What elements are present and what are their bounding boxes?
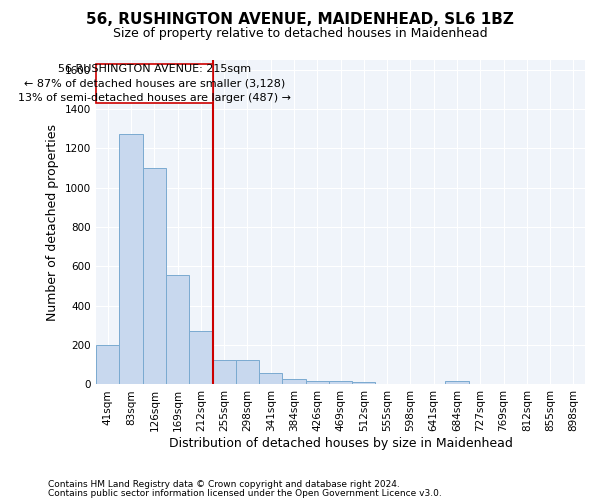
Text: 56 RUSHINGTON AVENUE: 215sqm
← 87% of detached houses are smaller (3,128)
13% of: 56 RUSHINGTON AVENUE: 215sqm ← 87% of de… (18, 64, 291, 104)
Bar (189, 332, 212, 384)
Bar (445, 380, 469, 384)
Bar (212, 360, 236, 384)
Bar (236, 360, 259, 384)
X-axis label: Distribution of detached houses by size in Maidenhead: Distribution of detached houses by size … (169, 437, 512, 450)
Bar (143, 168, 166, 384)
Y-axis label: Number of detached properties: Number of detached properties (46, 124, 59, 320)
FancyBboxPatch shape (96, 64, 212, 104)
Text: 56, RUSHINGTON AVENUE, MAIDENHEAD, SL6 1BZ: 56, RUSHINGTON AVENUE, MAIDENHEAD, SL6 1… (86, 12, 514, 28)
Text: Contains HM Land Registry data © Crown copyright and database right 2024.: Contains HM Land Registry data © Crown c… (48, 480, 400, 489)
Bar (259, 372, 283, 384)
Bar (329, 380, 352, 384)
Bar (96, 345, 119, 385)
Bar (119, 134, 143, 384)
Bar (283, 378, 305, 384)
Text: Contains public sector information licensed under the Open Government Licence v3: Contains public sector information licen… (48, 488, 442, 498)
Bar (305, 380, 329, 384)
Bar (352, 382, 376, 384)
Bar (166, 276, 189, 384)
Text: Size of property relative to detached houses in Maidenhead: Size of property relative to detached ho… (113, 28, 487, 40)
